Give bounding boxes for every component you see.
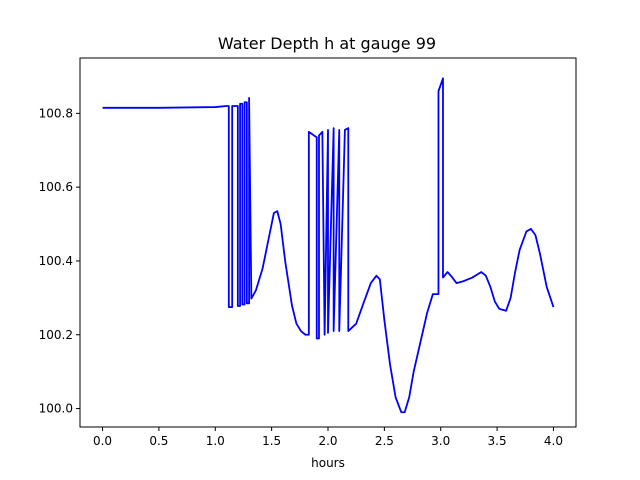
series-line	[102, 77, 555, 414]
y-tick-label: 100.4	[39, 254, 73, 268]
y-axis: 100.0 100.2 100.4 100.6 100.8	[39, 106, 80, 416]
x-tick-label: 2.0	[318, 434, 337, 448]
x-axis: 0.0 0.5 1.0 1.5 2.0 2.5 3.0 3.5 4.0	[93, 427, 563, 448]
x-tick-label: 4.0	[544, 434, 563, 448]
x-tick-label: 3.5	[488, 434, 507, 448]
chart-title: Water Depth h at gauge 99	[218, 34, 436, 53]
y-tick-label: 100.8	[39, 106, 73, 120]
x-axis-label: hours	[311, 456, 345, 470]
x-tick-label: 3.0	[431, 434, 450, 448]
x-tick-label: 1.5	[262, 434, 281, 448]
y-tick-label: 100.6	[39, 180, 73, 194]
y-tick-label: 100.0	[39, 402, 73, 416]
y-tick-label: 100.2	[39, 328, 73, 342]
x-tick-label: 0.0	[93, 434, 112, 448]
x-tick-label: 1.0	[206, 434, 225, 448]
x-tick-label: 2.5	[375, 434, 394, 448]
x-tick-label: 0.5	[149, 434, 168, 448]
plot-area	[79, 57, 577, 428]
